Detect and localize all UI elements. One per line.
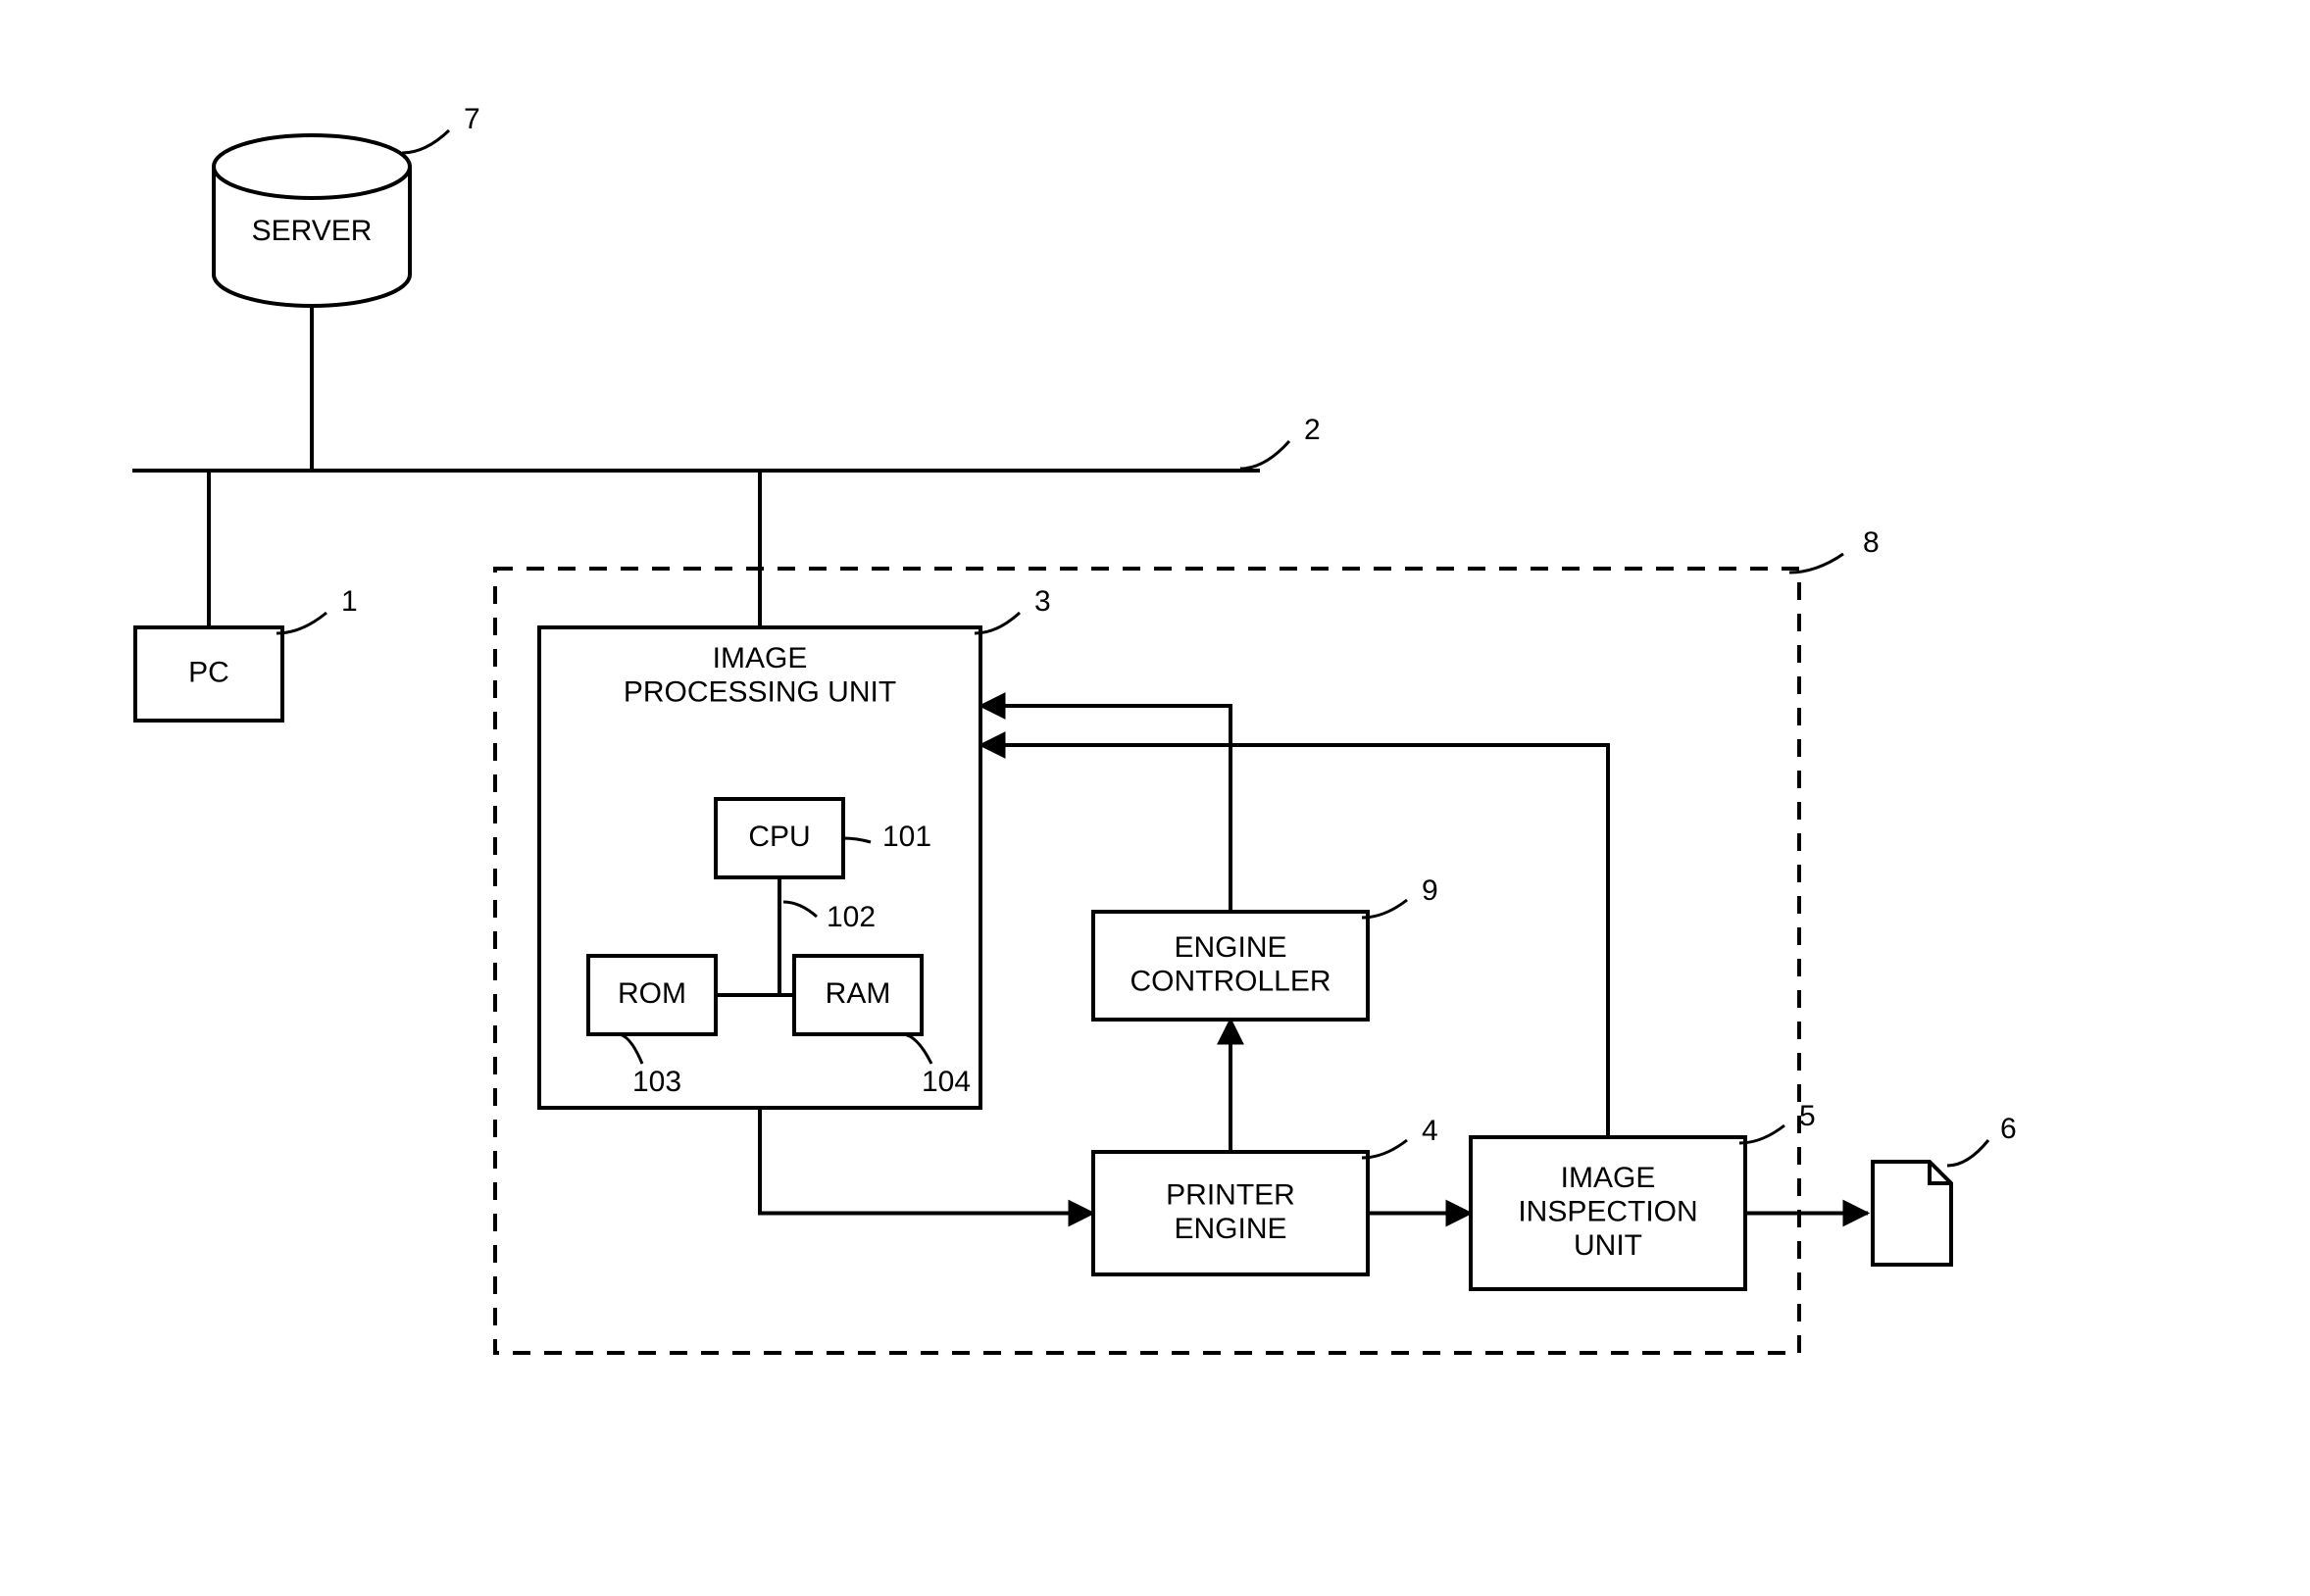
ref-4: 4 [1422,1115,1438,1147]
image-inspection-unit-label: IMAGEINSPECTIONUNIT [1518,1162,1697,1262]
engine-controller-label: ENGINECONTROLLER [1130,931,1331,998]
ref-102: 102 [827,901,876,933]
ref-5: 5 [1799,1100,1816,1132]
ram-label: RAM [826,977,891,1010]
output-page-icon [1873,1162,1951,1265]
rom-label: ROM [618,977,686,1010]
ref-8: 8 [1863,526,1880,559]
ref-1: 1 [341,585,358,618]
ref-2: 2 [1304,414,1321,446]
ref-103: 103 [632,1066,681,1098]
ref-104: 104 [922,1066,971,1098]
server-node [214,135,410,198]
ref-101: 101 [882,821,931,853]
printer-engine-label: PRINTERENGINE [1166,1178,1295,1245]
ipu-label: IMAGEPROCESSING UNIT [624,642,896,709]
ref-9: 9 [1422,874,1438,907]
cpu-label: CPU [748,821,810,853]
ref-3: 3 [1034,585,1051,618]
pc-label: PC [188,656,229,688]
ref-6: 6 [2000,1113,2017,1145]
ref-7: 7 [464,103,480,135]
server-label: SERVER [252,215,373,247]
